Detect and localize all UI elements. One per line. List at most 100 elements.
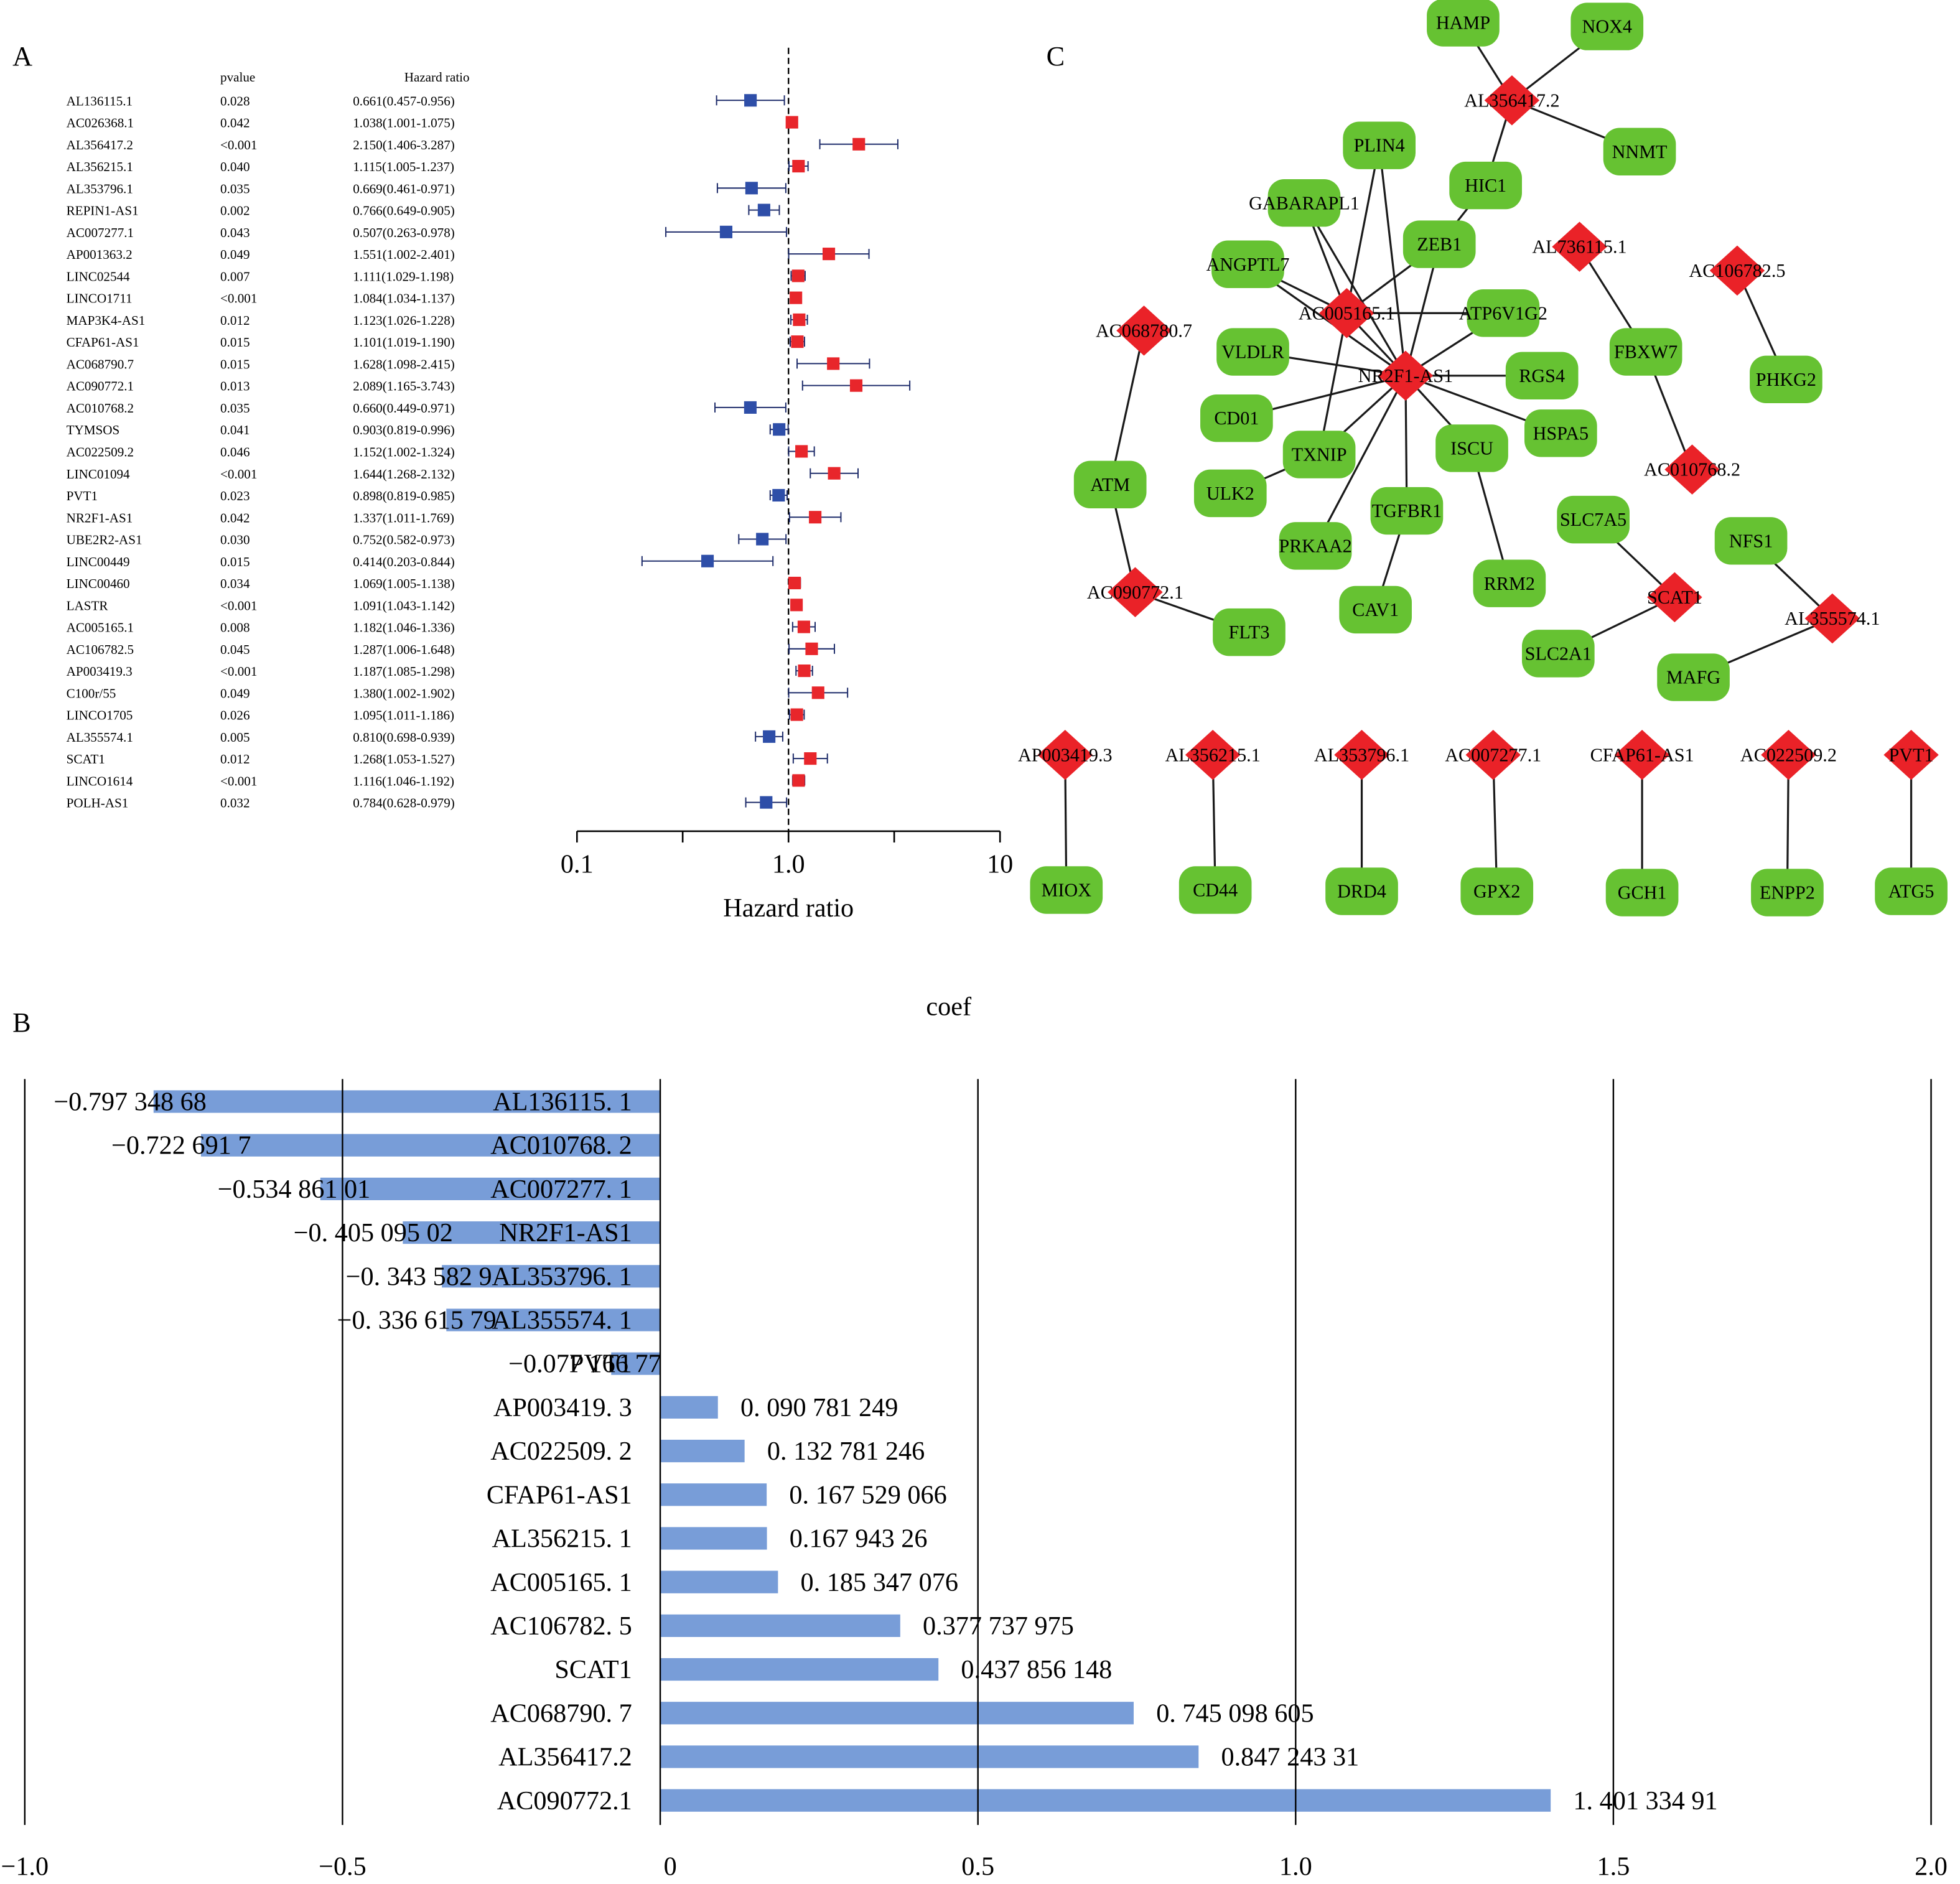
row-gene-label: NR2F1-AS1 (67, 510, 133, 525)
row-pvalue: 0.023 (220, 488, 250, 503)
gene-node (1751, 869, 1824, 916)
value-label: 0. 167 529 066 (789, 1480, 946, 1509)
hr-point (795, 445, 808, 458)
coef-bar (660, 1570, 778, 1593)
lncrna-node (1647, 572, 1702, 623)
node-label: ANGPTL7 (1206, 254, 1289, 275)
hr-point (797, 620, 810, 633)
row-gene-label: AC068790.7 (67, 357, 134, 371)
hr-point (822, 248, 836, 261)
value-label: −0.722 691 7 (111, 1131, 251, 1160)
row-hr-text: 1.187(1.085-1.298) (353, 664, 455, 679)
hr-point (791, 335, 804, 348)
coef-bar (201, 1134, 661, 1157)
row-hr-text: 1.084(1.034-1.137) (353, 291, 455, 306)
row-pvalue: 0.008 (220, 620, 250, 635)
value-label: 0.167 943 26 (790, 1524, 928, 1554)
node-label: AL353796.1 (1314, 744, 1409, 765)
coef-bar (660, 1396, 718, 1419)
row-hr-text: 0.898(0.819-0.985) (353, 488, 455, 503)
x-tick-label: 0.1 (561, 849, 594, 879)
row-gene-label: AL353796.1 (67, 181, 133, 196)
node-label: ISCU (1450, 438, 1493, 459)
row-pvalue: 0.005 (220, 730, 250, 745)
node-label: HSPA5 (1533, 422, 1589, 444)
row-hr-text: 0.810(0.698-0.939) (353, 730, 455, 745)
coef-bar (660, 1658, 939, 1681)
hr-point (744, 94, 757, 107)
gene-node (1030, 866, 1103, 914)
row-pvalue: 0.043 (220, 225, 250, 240)
hr-point (788, 576, 801, 590)
gene-node (1282, 431, 1356, 478)
node-label: AC010768.2 (1644, 459, 1740, 480)
node-label: CD01 (1214, 408, 1259, 429)
value-label: 0. 745 098 605 (1156, 1699, 1314, 1728)
gene-node (1427, 0, 1500, 47)
row-gene-label: LASTR (67, 598, 109, 613)
row-gene-label: AC007277.1 (67, 225, 134, 240)
node-label: DRD4 (1337, 881, 1386, 902)
hr-point (785, 116, 798, 129)
lncrna-node (1116, 305, 1172, 356)
node-label: AL356215.1 (1165, 744, 1260, 765)
row-pvalue: <0.001 (220, 138, 257, 152)
gene-node (1875, 867, 1948, 915)
row-pvalue: 0.035 (220, 401, 250, 416)
node-label: CAV1 (1352, 599, 1399, 620)
node-label: MIOX (1042, 880, 1092, 901)
value-label: 1. 401 334 91 (1573, 1786, 1717, 1816)
hr-point (763, 730, 776, 743)
category-label: AC090772.1 (497, 1786, 632, 1816)
node-label: PHKG2 (1756, 369, 1816, 390)
gene-node (1524, 409, 1597, 457)
row-hr-text: 2.150(1.406-3.287) (353, 138, 455, 152)
row-pvalue: <0.001 (220, 467, 257, 482)
node-label: AC022509.2 (1740, 744, 1837, 765)
row-hr-text: 0.766(0.649-0.905) (353, 203, 455, 218)
node-label: TGFBR1 (1372, 500, 1442, 521)
row-gene-label: LINC00449 (67, 554, 130, 569)
row-pvalue: 0.035 (220, 181, 250, 196)
gene-node (1557, 495, 1630, 544)
gene-node (1521, 630, 1595, 678)
gene-node (1178, 866, 1252, 914)
value-label: −0. 343 582 9 (346, 1262, 492, 1291)
lncrna-node (1108, 567, 1163, 618)
node-label: TXNIP (1292, 444, 1347, 465)
x-tick-label: −0.5 (319, 1852, 366, 1882)
value-label: −0. 336 615 79 (337, 1306, 497, 1335)
row-gene-label: AL356417.2 (67, 138, 133, 152)
node-label: FBXW7 (1614, 342, 1678, 363)
coef-bar (660, 1789, 1551, 1812)
row-hr-text: 1.111(1.029-1.198) (353, 269, 454, 284)
row-pvalue: 0.030 (220, 533, 250, 548)
node-label: FLT3 (1229, 622, 1270, 643)
gene-node (1570, 2, 1644, 50)
coef-bar (660, 1702, 1134, 1725)
row-gene-label: AC005165.1 (67, 620, 134, 635)
row-hr-text: 0.784(0.628-0.979) (353, 796, 455, 811)
gene-node (1073, 460, 1147, 509)
node-label: GCH1 (1618, 882, 1667, 903)
row-pvalue: 0.026 (220, 708, 250, 723)
gene-node (1267, 179, 1341, 227)
gene-node (1339, 585, 1412, 634)
row-hr-text: 1.268(1.053-1.527) (353, 752, 455, 767)
category-label: AC005165. 1 (490, 1568, 632, 1597)
gene-node (1609, 328, 1682, 376)
row-gene-label: LINC02544 (67, 269, 130, 284)
value-label: −0.797 348 68 (54, 1088, 207, 1117)
row-pvalue: 0.046 (220, 445, 250, 460)
row-gene-label: UBE2R2-AS1 (67, 533, 142, 548)
row-gene-label: AL356215.1 (67, 159, 133, 174)
node-label: SLC7A5 (1560, 509, 1626, 530)
row-hr-text: 1.101(1.019-1.190) (353, 335, 455, 350)
node-label: AC005165.1 (1299, 302, 1395, 324)
row-hr-text: 1.091(1.043-1.142) (353, 598, 455, 613)
category-label: AC022509. 2 (490, 1437, 632, 1466)
gene-node (1370, 487, 1444, 535)
gene-node (1460, 867, 1534, 915)
hazard-ratio-header: Hazard ratio (404, 70, 470, 85)
x-tick-label: −1.0 (1, 1852, 49, 1882)
